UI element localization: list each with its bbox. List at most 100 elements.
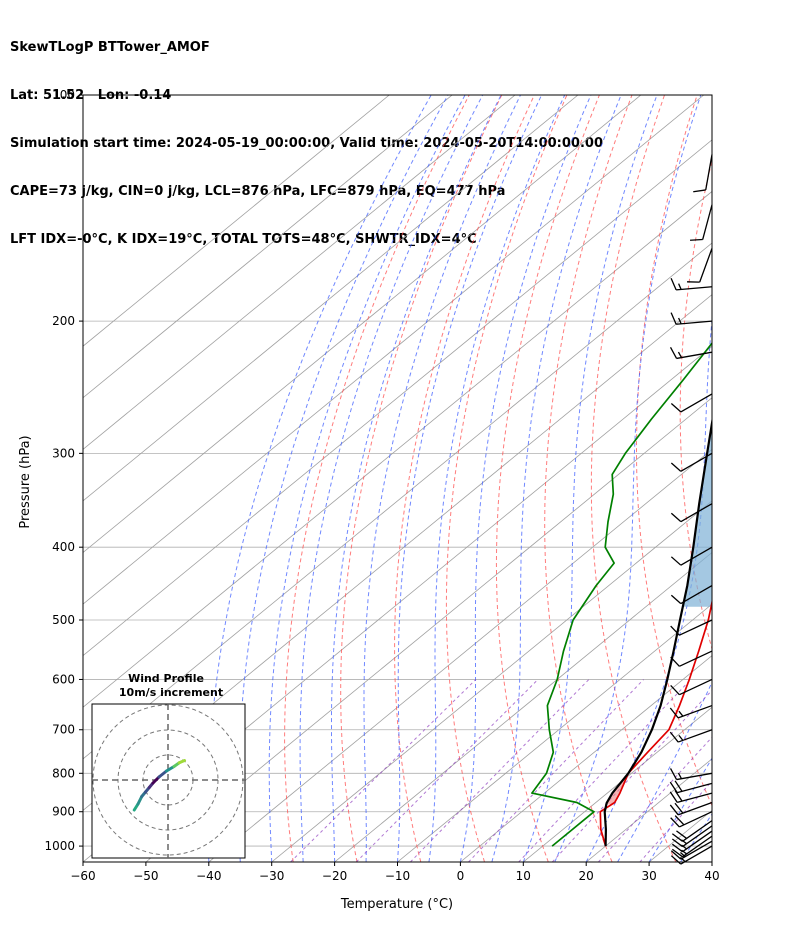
x-tick-label: 30 [641,869,656,883]
barb-flag [690,240,703,241]
barb-flag [671,403,680,411]
barb-half-flag [679,735,683,740]
hodograph-segment [179,761,184,763]
barb-flag [671,768,677,779]
moist-adiabat [364,95,521,862]
isotherm-line [775,95,794,862]
barb-staff [681,394,712,412]
barb-flag [670,792,677,803]
dry-adiabat [723,95,794,862]
barb-flag [671,463,680,471]
barb-staff [700,248,712,282]
isotherm-line [586,95,794,862]
dewpoint-line [532,95,794,846]
isotherm-line [398,95,794,862]
wind-barb [671,313,712,325]
barb-flag [671,595,680,603]
moist-adiabat [460,95,591,862]
barb-half-flag [679,711,683,716]
moist-adiabat [300,95,483,862]
dry-adiabat [395,95,535,862]
barb-staff [676,321,712,324]
barb-staff [677,783,712,792]
profile-lines [532,95,794,846]
wind-barb [671,347,712,358]
barb-flag [671,278,676,290]
dry-adiabat [545,95,632,862]
wind-barb [693,154,712,191]
y-tick-label: 400 [52,540,75,554]
barb-flag [671,557,680,565]
x-tick-label: −40 [196,869,221,883]
barb-staff [677,352,712,358]
y-tick-label: 700 [52,723,75,737]
moist-adiabat [649,95,794,862]
moist-adiabat [332,95,502,862]
x-axis-label: Temperature (°C) [340,897,453,912]
x-tick-label: 20 [579,869,594,883]
wind-barb [671,651,712,666]
dry-adiabat [446,95,567,862]
moist-adiabat [555,95,701,862]
mixing-ratio-line [469,680,644,863]
moist-adiabat [398,95,542,862]
barb-flag [671,685,680,694]
wind-barb [671,278,712,290]
isotherm-line [0,95,578,862]
wind-barb [671,679,712,694]
moist-adiabat [239,95,448,862]
y-tick-label: 100 [52,88,75,102]
moist-adiabat [681,95,794,862]
barb-staff [676,287,712,290]
parcel-line [605,95,794,846]
barb-half-flag [678,352,681,358]
barb-staff [677,773,712,779]
dry-adiabat [680,95,794,862]
wind-barb [670,803,712,815]
hodograph-subtitle: 10m/s increment [119,686,223,699]
y-tick-label: 800 [52,766,75,780]
barb-flag [671,313,676,325]
barb-staff [677,793,712,802]
y-tick-label: 300 [52,446,75,460]
barb-flag [671,856,680,864]
isotherm-line [649,95,794,862]
x-tick-label: −20 [322,869,347,883]
x-tick-label: −10 [385,869,410,883]
barb-flag [671,513,680,521]
barb-half-flag [679,284,682,290]
isotherm-line [272,95,794,862]
barb-flag [693,190,706,192]
isotherm-line [712,95,794,862]
dry-adiabat [764,95,794,862]
barb-staff [679,651,712,666]
barb-half-flag [678,773,681,779]
x-tick-label: 40 [704,869,719,883]
y-tick-label: 500 [52,613,75,627]
dry-adiabat [496,95,599,862]
barb-flag [675,781,682,792]
y-tick-label: 200 [52,314,75,328]
barb-staff [706,154,712,189]
barb-staff [678,803,712,815]
x-tick-label: −30 [259,869,284,883]
y-axis-label: Pressure (hPa) [18,435,33,528]
wind-barb [671,846,712,864]
barb-staff [679,620,712,635]
barb-flag [670,782,677,793]
y-tick-label: 900 [52,805,75,819]
isotherm-line [335,95,794,862]
barb-staff [703,205,712,240]
moist-adiabat [712,95,794,862]
x-tick-label: 0 [457,869,465,883]
cape-area [683,95,794,607]
wind-barb [671,768,712,779]
hodograph-title: Wind Profile [128,672,204,685]
mixing-ratio-line [552,680,722,863]
y-tick-label: 1000 [44,839,75,853]
skew-t-chart: 1002003004005006007008009001000−60 −50 −40… [0,0,794,937]
x-tick-label: −50 [133,869,158,883]
x-tick-label: −60 [70,869,95,883]
barb-flag [671,347,677,358]
x-tick-label: 10 [516,869,531,883]
